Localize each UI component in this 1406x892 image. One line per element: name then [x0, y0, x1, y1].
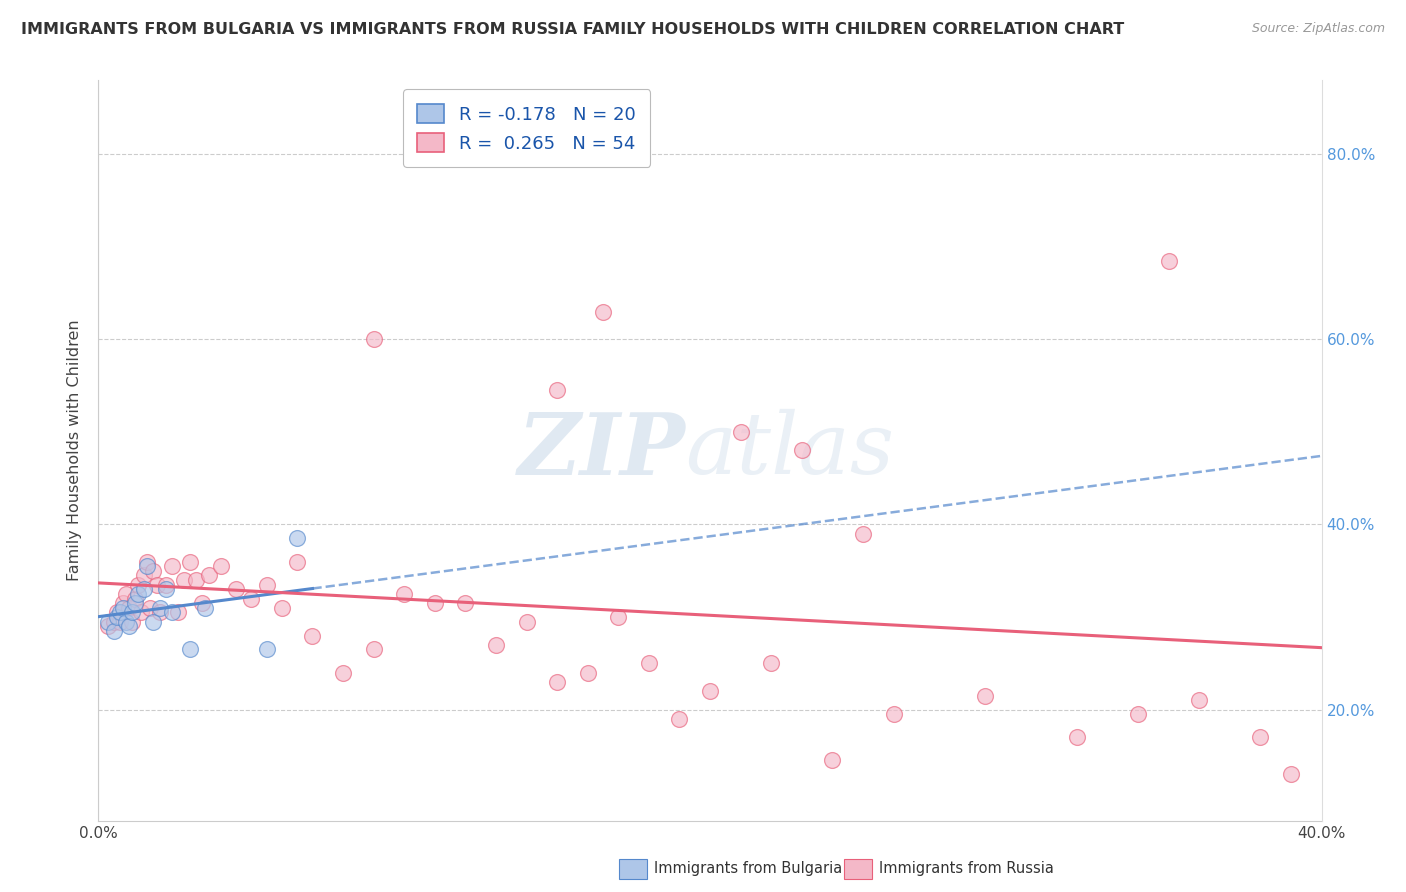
Point — [139, 600, 162, 615]
Point — [127, 577, 149, 591]
Point — [516, 615, 538, 629]
Point — [136, 559, 159, 574]
Point — [576, 665, 599, 680]
Point — [485, 638, 508, 652]
Point — [285, 532, 308, 546]
Point — [129, 606, 152, 620]
Point — [821, 754, 844, 768]
Y-axis label: Family Households with Children: Family Households with Children — [67, 319, 83, 582]
Point — [134, 568, 156, 582]
Point — [149, 600, 172, 615]
Point — [111, 596, 134, 610]
Point — [142, 564, 165, 578]
Point — [240, 591, 263, 606]
Text: Immigrants from Bulgaria: Immigrants from Bulgaria — [654, 862, 842, 876]
Point — [111, 600, 134, 615]
Point — [108, 606, 131, 620]
Text: ZIP: ZIP — [517, 409, 686, 492]
Point — [124, 591, 146, 606]
Point — [363, 642, 385, 657]
Point — [97, 615, 120, 629]
Point — [256, 642, 278, 657]
Point — [546, 674, 568, 689]
Point — [149, 606, 172, 620]
Point — [790, 443, 813, 458]
Point — [179, 555, 201, 569]
Point — [142, 615, 165, 629]
Point — [852, 526, 875, 541]
Point — [699, 684, 721, 698]
Point — [97, 619, 120, 633]
Text: Immigrants from Russia: Immigrants from Russia — [879, 862, 1053, 876]
Point — [103, 624, 125, 638]
Point — [115, 615, 138, 629]
Text: IMMIGRANTS FROM BULGARIA VS IMMIGRANTS FROM RUSSIA FAMILY HOUSEHOLDS WITH CHILDR: IMMIGRANTS FROM BULGARIA VS IMMIGRANTS F… — [21, 22, 1125, 37]
Point — [1128, 707, 1150, 722]
Point — [423, 596, 446, 610]
Point — [136, 555, 159, 569]
Point — [124, 596, 146, 610]
Point — [173, 573, 195, 587]
Point — [637, 657, 661, 671]
Point — [145, 577, 167, 591]
Point — [225, 582, 247, 597]
Point — [118, 619, 141, 633]
Point — [121, 615, 143, 629]
Point — [105, 606, 128, 620]
Point — [1188, 693, 1211, 707]
Point — [105, 610, 128, 624]
Point — [256, 577, 278, 591]
Text: atlas: atlas — [686, 409, 894, 491]
Point — [607, 610, 630, 624]
Point — [167, 606, 190, 620]
Point — [179, 642, 201, 657]
Point — [121, 606, 143, 620]
Point — [392, 587, 416, 601]
Point — [270, 600, 292, 615]
Point — [1066, 731, 1088, 745]
Point — [974, 689, 997, 703]
Point — [155, 582, 177, 597]
Point — [285, 555, 308, 569]
Point — [1249, 731, 1271, 745]
Point — [668, 712, 690, 726]
Point — [118, 600, 141, 615]
Point — [103, 615, 125, 629]
Point — [127, 587, 149, 601]
Point — [134, 582, 156, 597]
Point — [1157, 253, 1180, 268]
Point — [730, 425, 752, 439]
Point — [209, 559, 232, 574]
Legend: R = -0.178   N = 20, R =  0.265   N = 54: R = -0.178 N = 20, R = 0.265 N = 54 — [404, 89, 650, 167]
Point — [160, 606, 183, 620]
Point — [759, 657, 782, 671]
Point — [194, 600, 217, 615]
Point — [115, 587, 138, 601]
Point — [883, 707, 905, 722]
Point — [301, 628, 323, 642]
Point — [186, 573, 208, 587]
Point — [332, 665, 354, 680]
Point — [197, 568, 219, 582]
Point — [454, 596, 477, 610]
Text: Source: ZipAtlas.com: Source: ZipAtlas.com — [1251, 22, 1385, 36]
Point — [546, 384, 568, 398]
Point — [363, 333, 385, 347]
Point — [191, 596, 214, 610]
Point — [160, 559, 183, 574]
Point — [1279, 767, 1302, 781]
Point — [155, 577, 177, 591]
Point — [108, 615, 131, 629]
Point — [592, 304, 614, 318]
